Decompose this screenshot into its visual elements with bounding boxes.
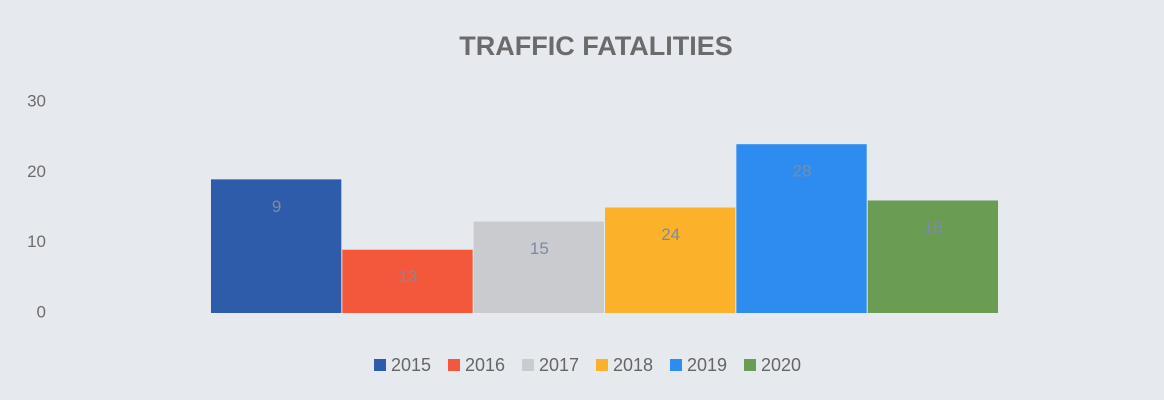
legend-label: 2020 <box>761 355 801 375</box>
bar <box>473 221 604 313</box>
legend-label: 2019 <box>687 355 727 375</box>
data-label: 13 <box>399 267 418 286</box>
y-tick-label: 30 <box>27 91 46 110</box>
legend-swatch <box>448 359 460 371</box>
legend-swatch <box>744 359 756 371</box>
bar <box>736 144 867 313</box>
legend-label: 2016 <box>465 355 505 375</box>
bar <box>867 200 999 313</box>
legend-swatch <box>596 359 608 371</box>
data-label: 9 <box>272 197 281 216</box>
y-tick-label: 0 <box>37 302 46 321</box>
data-label: 24 <box>661 225 680 244</box>
chart-title: TRAFFIC FATALITIES <box>459 31 732 61</box>
legend-label: 2015 <box>391 355 431 375</box>
data-label: 28 <box>793 162 812 181</box>
legend-swatch <box>522 359 534 371</box>
bar <box>605 207 736 313</box>
data-label: 16 <box>924 218 943 237</box>
bar <box>342 249 473 313</box>
bar <box>210 179 342 313</box>
legend-label: 2018 <box>613 355 653 375</box>
y-tick-label: 20 <box>27 162 46 181</box>
data-label: 15 <box>530 239 549 258</box>
legend-swatch <box>670 359 682 371</box>
legend-swatch <box>374 359 386 371</box>
y-tick-label: 10 <box>27 232 46 251</box>
legend-label: 2017 <box>539 355 579 375</box>
